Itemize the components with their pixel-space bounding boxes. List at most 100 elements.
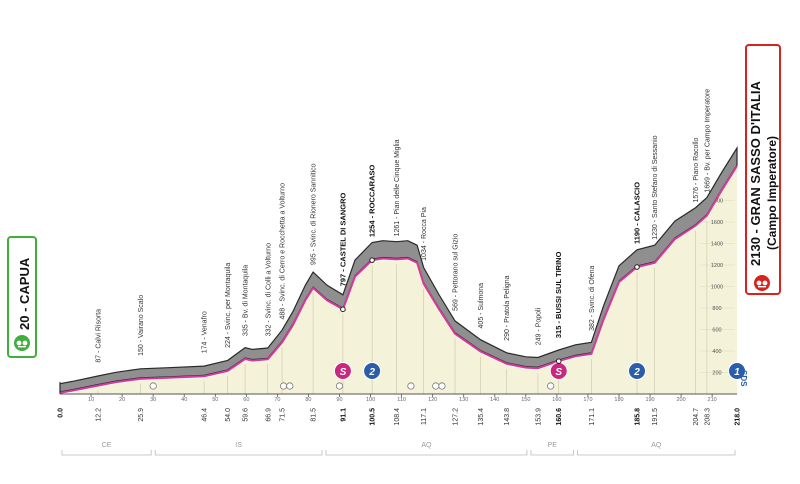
service-icon (438, 382, 446, 390)
sprint-marker (333, 362, 352, 380)
altitude-tick-label: 200 (712, 370, 721, 376)
km-tick-label: 100 (366, 397, 375, 403)
km-tick-label: 90 (336, 397, 342, 403)
waypoint-label: 249 - Popoli (535, 307, 542, 345)
km-tick-label: 130 (459, 397, 468, 403)
waypoint-label: 405 - Sulmona (478, 283, 485, 329)
service-icon (279, 382, 288, 390)
altitude-tick-label: 400 (712, 349, 721, 355)
waypoint-label: 1669 - Bv. per Campo Imperatore (704, 89, 711, 193)
region-labels: CE IS AQ PE AQ (61, 442, 736, 456)
km-tick-label: 150 (521, 397, 530, 403)
km-tick-label: 60 (243, 397, 249, 403)
distance-tick-label: 191.5 (652, 408, 659, 426)
summit-dot (369, 257, 375, 263)
sponsor-label: SDS (739, 370, 748, 387)
distance-tick-label: 208.3 (704, 408, 711, 426)
service-icon (286, 382, 294, 390)
waypoint-label: 150 - Vairano Scalo (138, 295, 145, 356)
service-icon (432, 382, 440, 390)
summit-dot (340, 306, 346, 313)
waypoint-label: 1261 - Pian delle Cinque Miglia (394, 139, 401, 236)
gpm-marker (628, 362, 647, 380)
waypoint-label: 1034 - Rocca Pia (421, 207, 428, 261)
altitude-tick-label: 1000 (711, 284, 723, 290)
altitude-tick-label: 800 (712, 306, 721, 312)
finish-box: 2130 - GRAN SASSO D'ITALIA (Campo Impera… (745, 44, 781, 295)
distance-tick-label: 0.0 (58, 408, 65, 418)
altitude-tick-label: 1200 (711, 263, 723, 269)
distance-tick-label: 153.9 (535, 408, 542, 426)
region-bracket (577, 450, 736, 456)
finish-altitude: 2130 (748, 237, 763, 266)
gpm-marker-label: 2 (368, 367, 375, 378)
km-tick-label: 210 (708, 397, 717, 403)
distance-tick-label: 25.9 (138, 408, 145, 422)
profile-road (59, 145, 738, 394)
distance-tick-label: 12.2 (95, 408, 102, 422)
km-tick-label: 180 (614, 397, 623, 403)
km-tick-label: 20 (119, 397, 125, 403)
waypoint-label: 1576 - Piano Racollo (693, 137, 700, 202)
start-flag-icon (14, 335, 30, 351)
km-tick-label: 190 (645, 397, 654, 403)
waypoint-label: 315 - BUSSI SUL TIRINO (554, 251, 563, 338)
waypoint-label: 1190 - CALASCIO (633, 182, 642, 244)
region-label: IS (235, 442, 242, 449)
distance-tick-label: 91.1 (340, 408, 347, 422)
distance-tick-label: 160.6 (556, 408, 563, 426)
altitude-tick-label: 1600 (711, 220, 723, 226)
waypoint-label: 797 - CASTEL DI SANGRO (338, 193, 347, 287)
distance-tick-label: 46.4 (202, 408, 209, 422)
profile-area (60, 168, 737, 395)
region-bracket (530, 450, 574, 456)
distance-tick-label: 81.5 (311, 408, 318, 422)
distance-tick-label: 171.1 (589, 408, 596, 426)
waypoint-label: 488 - Svinc. di Cerro e Rocchetta a Volt… (280, 183, 287, 320)
finish-label: 2130 - GRAN SASSO D'ITALIA (748, 80, 763, 266)
distance-tick-label: 100.5 (370, 408, 377, 426)
start-altitude: 20 (17, 316, 32, 330)
summit-dot (555, 358, 562, 364)
service-icon (547, 382, 555, 390)
distance-tick-label: 127.2 (453, 408, 460, 426)
region-bracket (325, 450, 528, 456)
waypoint-label: 1254 - ROCCARASO (368, 164, 377, 237)
waypoint-label: 332 - Svinc. di Colli a Volturno (265, 243, 272, 336)
region-label: AQ (651, 442, 662, 449)
km-tick-label: 40 (181, 397, 187, 403)
waypoint-label: 174 - Venafro (202, 311, 209, 353)
waypoint-label: 290 - Pratola Peligna (504, 275, 511, 340)
waypoint-label: 224 - Svinc. per Montaquila (225, 263, 232, 348)
sprint-marker-label: S (555, 367, 562, 378)
waypoint-label: 569 - Pettorano sul Gizio (453, 234, 460, 311)
region-label: AQ (421, 442, 432, 449)
finish-subtitle: (Campo Imperatore) (765, 136, 779, 250)
service-icon (407, 382, 415, 390)
distance-tick-label: 218.0 (735, 408, 742, 426)
start-label: 20 - CAPUA (17, 257, 32, 330)
distance-tick-label: 59.6 (243, 408, 250, 422)
waypoint-label: 335 - Bv. di Montaquila (243, 265, 250, 336)
waypoint-label: 382 - Svinc. di Ofena (589, 265, 596, 330)
distance-tick-label: 108.4 (394, 408, 401, 426)
distance-tick-label: 185.8 (635, 408, 642, 426)
region-bracket (154, 450, 323, 456)
region-label: PE (548, 442, 558, 449)
km-tick-label: 120 (428, 397, 437, 403)
finish-flag-icon (754, 275, 770, 291)
gpm-marker (728, 362, 746, 380)
km-tick-label: 70 (274, 397, 280, 403)
summit-dot (634, 264, 640, 270)
region-label: CE (102, 442, 112, 449)
distance-tick-label: 54.0 (225, 408, 232, 422)
profile-fill (60, 168, 737, 395)
service-icon (149, 382, 157, 390)
distance-tick-label: 143.8 (504, 408, 511, 426)
distance-tick-label: 71.5 (280, 408, 287, 422)
service-icon (335, 382, 344, 390)
km-tick-label: 170 (583, 397, 592, 403)
start-box: 20 - CAPUA (7, 236, 37, 358)
km-tick-label: 30 (150, 397, 156, 403)
